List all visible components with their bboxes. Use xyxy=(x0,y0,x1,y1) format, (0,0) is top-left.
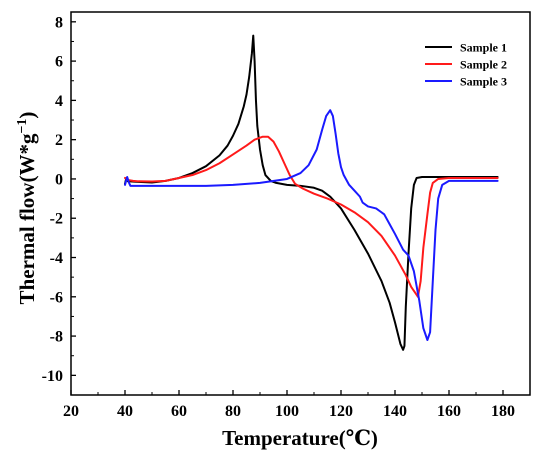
series-lines xyxy=(124,34,499,351)
legend-label: Sample 1 xyxy=(460,41,507,55)
y-axis-label-close: ) xyxy=(15,112,39,119)
legend: Sample 1 Sample 2 Sample 3 xyxy=(425,41,507,89)
x-tick-label: 100 xyxy=(275,403,299,420)
x-tick-label: 60 xyxy=(171,403,187,420)
x-tick-label: 40 xyxy=(117,403,133,420)
x-axis-label: Temperature(℃) xyxy=(222,426,378,450)
y-tick-label: 2 xyxy=(55,132,63,149)
y-tick-label: -4 xyxy=(50,250,63,267)
x-tick-label: 140 xyxy=(383,403,407,420)
axes: 20 40 60 80 100 120 140 160 180 -10 -8 -6 -4 -2 0 2 4 6 8 xyxy=(42,11,531,420)
x-tick-label: 180 xyxy=(491,403,515,420)
y-axis-label: Thermal flow(W*g−1) xyxy=(15,112,39,305)
y-tick-label: -10 xyxy=(42,368,63,385)
legend-label: Sample 3 xyxy=(460,75,507,89)
legend-label: Sample 2 xyxy=(460,58,507,72)
y-tick-label: -6 xyxy=(50,289,63,306)
y-tick-label: 0 xyxy=(55,171,63,188)
y-axis-label-superscript: −1 xyxy=(15,119,30,134)
y-tick-label: -2 xyxy=(50,211,63,228)
x-tick-label: 120 xyxy=(329,403,353,420)
y-tick-label: 4 xyxy=(55,93,63,110)
x-tick-label: 20 xyxy=(63,403,79,420)
y-tick-label: -8 xyxy=(50,329,63,346)
series-line-sample-3 xyxy=(124,109,499,342)
y-tick-label: 8 xyxy=(55,14,63,31)
y-axis-label-main: Thermal flow(W*g xyxy=(15,133,39,304)
y-tick-label: 6 xyxy=(55,54,63,71)
x-tick-label: 160 xyxy=(437,403,461,420)
plot-frame xyxy=(70,11,531,396)
series-line-sample-2 xyxy=(124,135,499,298)
x-tick-label: 80 xyxy=(225,403,241,420)
